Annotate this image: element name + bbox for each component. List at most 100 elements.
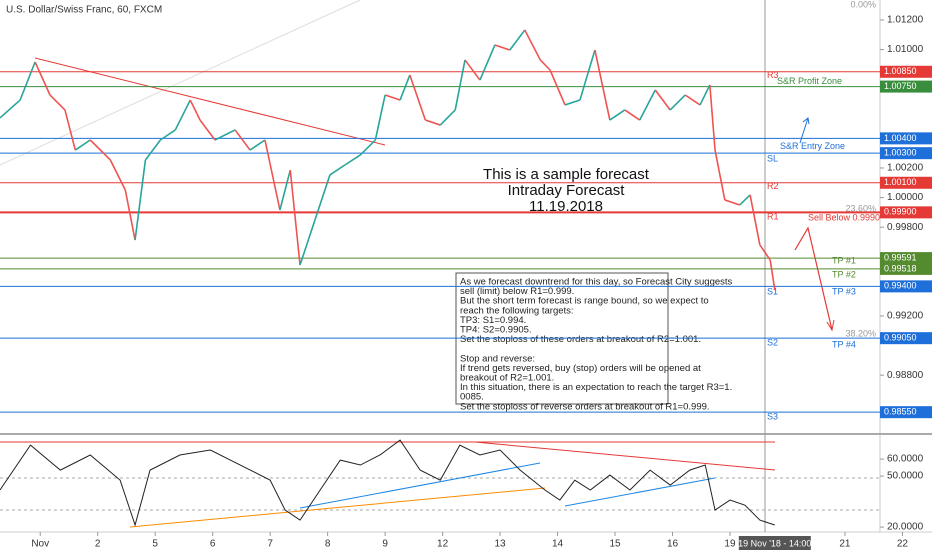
price-segment xyxy=(49,94,66,111)
price-segment xyxy=(109,159,127,191)
price-segment xyxy=(684,94,701,106)
rsi-trend xyxy=(564,477,716,507)
price-segment xyxy=(74,139,91,151)
price-segment xyxy=(454,59,466,111)
price-segment xyxy=(699,84,711,106)
level-badge xyxy=(880,406,932,419)
price-segment xyxy=(494,44,511,51)
price-segment xyxy=(464,59,481,81)
rsi-trend xyxy=(299,462,541,509)
level-badge xyxy=(880,280,932,293)
rsi-line xyxy=(0,439,775,527)
y-tick-label: 1.01000 xyxy=(887,44,924,55)
level-badge xyxy=(880,206,932,219)
fib-trend xyxy=(0,0,361,166)
price-segment xyxy=(189,99,201,121)
level-tag: R3 xyxy=(767,70,779,80)
level-badge xyxy=(880,147,932,160)
x-tick-label: 2 xyxy=(95,539,101,550)
fib-label: 38.20% xyxy=(845,328,876,338)
price-segment xyxy=(479,44,496,81)
note-line: reach the following targets: xyxy=(460,305,574,316)
note-line: If trend gets reversed, buy (stop) order… xyxy=(460,363,701,374)
y-tick-label: 0.99200 xyxy=(887,311,924,322)
x-tick-label: 21 xyxy=(839,539,851,550)
rsi-tick-label: 20.0000 xyxy=(887,522,924,533)
level-badge xyxy=(880,262,932,275)
level-tag: SL xyxy=(767,154,778,164)
price-segment xyxy=(214,129,236,141)
fib-label: 0.00% xyxy=(850,0,876,9)
x-tick-label: 12 xyxy=(437,539,449,550)
trendline xyxy=(34,57,386,146)
price-segment xyxy=(329,164,346,176)
price-segment xyxy=(425,119,441,126)
tag: TP #3 xyxy=(832,286,856,296)
arrow-head xyxy=(802,117,810,125)
note-line: Stop and reverse: xyxy=(460,353,535,364)
note-line: 0085. xyxy=(460,392,484,403)
level-tag: S2 xyxy=(767,338,778,348)
level-label: 0.99050 xyxy=(884,333,917,343)
price-segment xyxy=(89,139,111,161)
level-tag: R2 xyxy=(767,181,779,191)
rsi-trend xyxy=(474,441,776,471)
fib-label: 23.60% xyxy=(845,203,876,213)
level-label: 0.99518 xyxy=(884,263,917,273)
y-tick-label: 0.99800 xyxy=(887,222,924,233)
price-segment xyxy=(439,109,456,126)
price-segment xyxy=(64,109,77,151)
price-segment xyxy=(409,74,427,121)
level-badge xyxy=(880,65,932,78)
level-label: 1.00850 xyxy=(884,66,917,76)
price-segment xyxy=(34,61,51,96)
level-tag: TP #1 xyxy=(832,255,856,265)
x-tick-label: 13 xyxy=(495,539,507,550)
rsi-tick-label: 50.0000 xyxy=(887,471,924,482)
level-tag: R1 xyxy=(767,212,779,222)
x-tick-label: 19 xyxy=(724,539,736,550)
level-tag: S1 xyxy=(767,287,778,297)
price-segment xyxy=(384,94,401,101)
y-tick-label: 1.01200 xyxy=(887,15,924,26)
forecast-title: Intraday Forecast xyxy=(508,182,626,199)
level-label: 0.99400 xyxy=(884,281,917,291)
level-badge xyxy=(880,176,932,189)
x-tick-label: 7 xyxy=(267,539,273,550)
crosshair-badge xyxy=(738,536,811,550)
x-tick-label: 15 xyxy=(609,539,621,550)
level-badge xyxy=(880,80,932,93)
level-tag: S&R Entry Zone xyxy=(780,141,845,151)
crosshair-label: 19 Nov '18 - 14:00 xyxy=(738,538,811,548)
price-segment xyxy=(299,219,316,266)
price-segment xyxy=(509,29,526,51)
price-segment xyxy=(714,149,726,201)
level-badge xyxy=(880,252,932,265)
rsi-tick-label: 60.0000 xyxy=(887,454,924,465)
note-line: As we forecast downtrend for this day, s… xyxy=(460,277,733,288)
arrow-head xyxy=(826,319,835,332)
y-tick-label: 1.00200 xyxy=(887,163,924,174)
price-segment xyxy=(549,69,566,106)
level-label: 1.00400 xyxy=(884,133,917,143)
note-line: breakout of R2=1.001. xyxy=(460,373,554,384)
price-segment xyxy=(539,59,551,71)
price-segment xyxy=(359,139,376,156)
price-segment xyxy=(639,89,656,121)
note-line: But the short term forecast is range bou… xyxy=(460,296,709,307)
price-segment xyxy=(654,89,671,111)
chart-title: U.S. Dollar/Swiss Franc, 60, FXCM xyxy=(6,5,162,16)
x-tick-label: 9 xyxy=(382,539,388,550)
level-tag: TP #2 xyxy=(832,269,856,279)
price-segment xyxy=(769,259,776,291)
tag: Sell Below 0.9990 xyxy=(808,212,880,222)
price-segment xyxy=(174,99,191,131)
price-segment xyxy=(159,129,176,141)
price-segment xyxy=(399,74,411,101)
x-tick-label: 5 xyxy=(152,539,158,550)
price-segment xyxy=(289,169,301,266)
price-segment xyxy=(739,194,751,206)
price-segment xyxy=(144,139,162,161)
x-tick-label: 8 xyxy=(325,539,331,550)
